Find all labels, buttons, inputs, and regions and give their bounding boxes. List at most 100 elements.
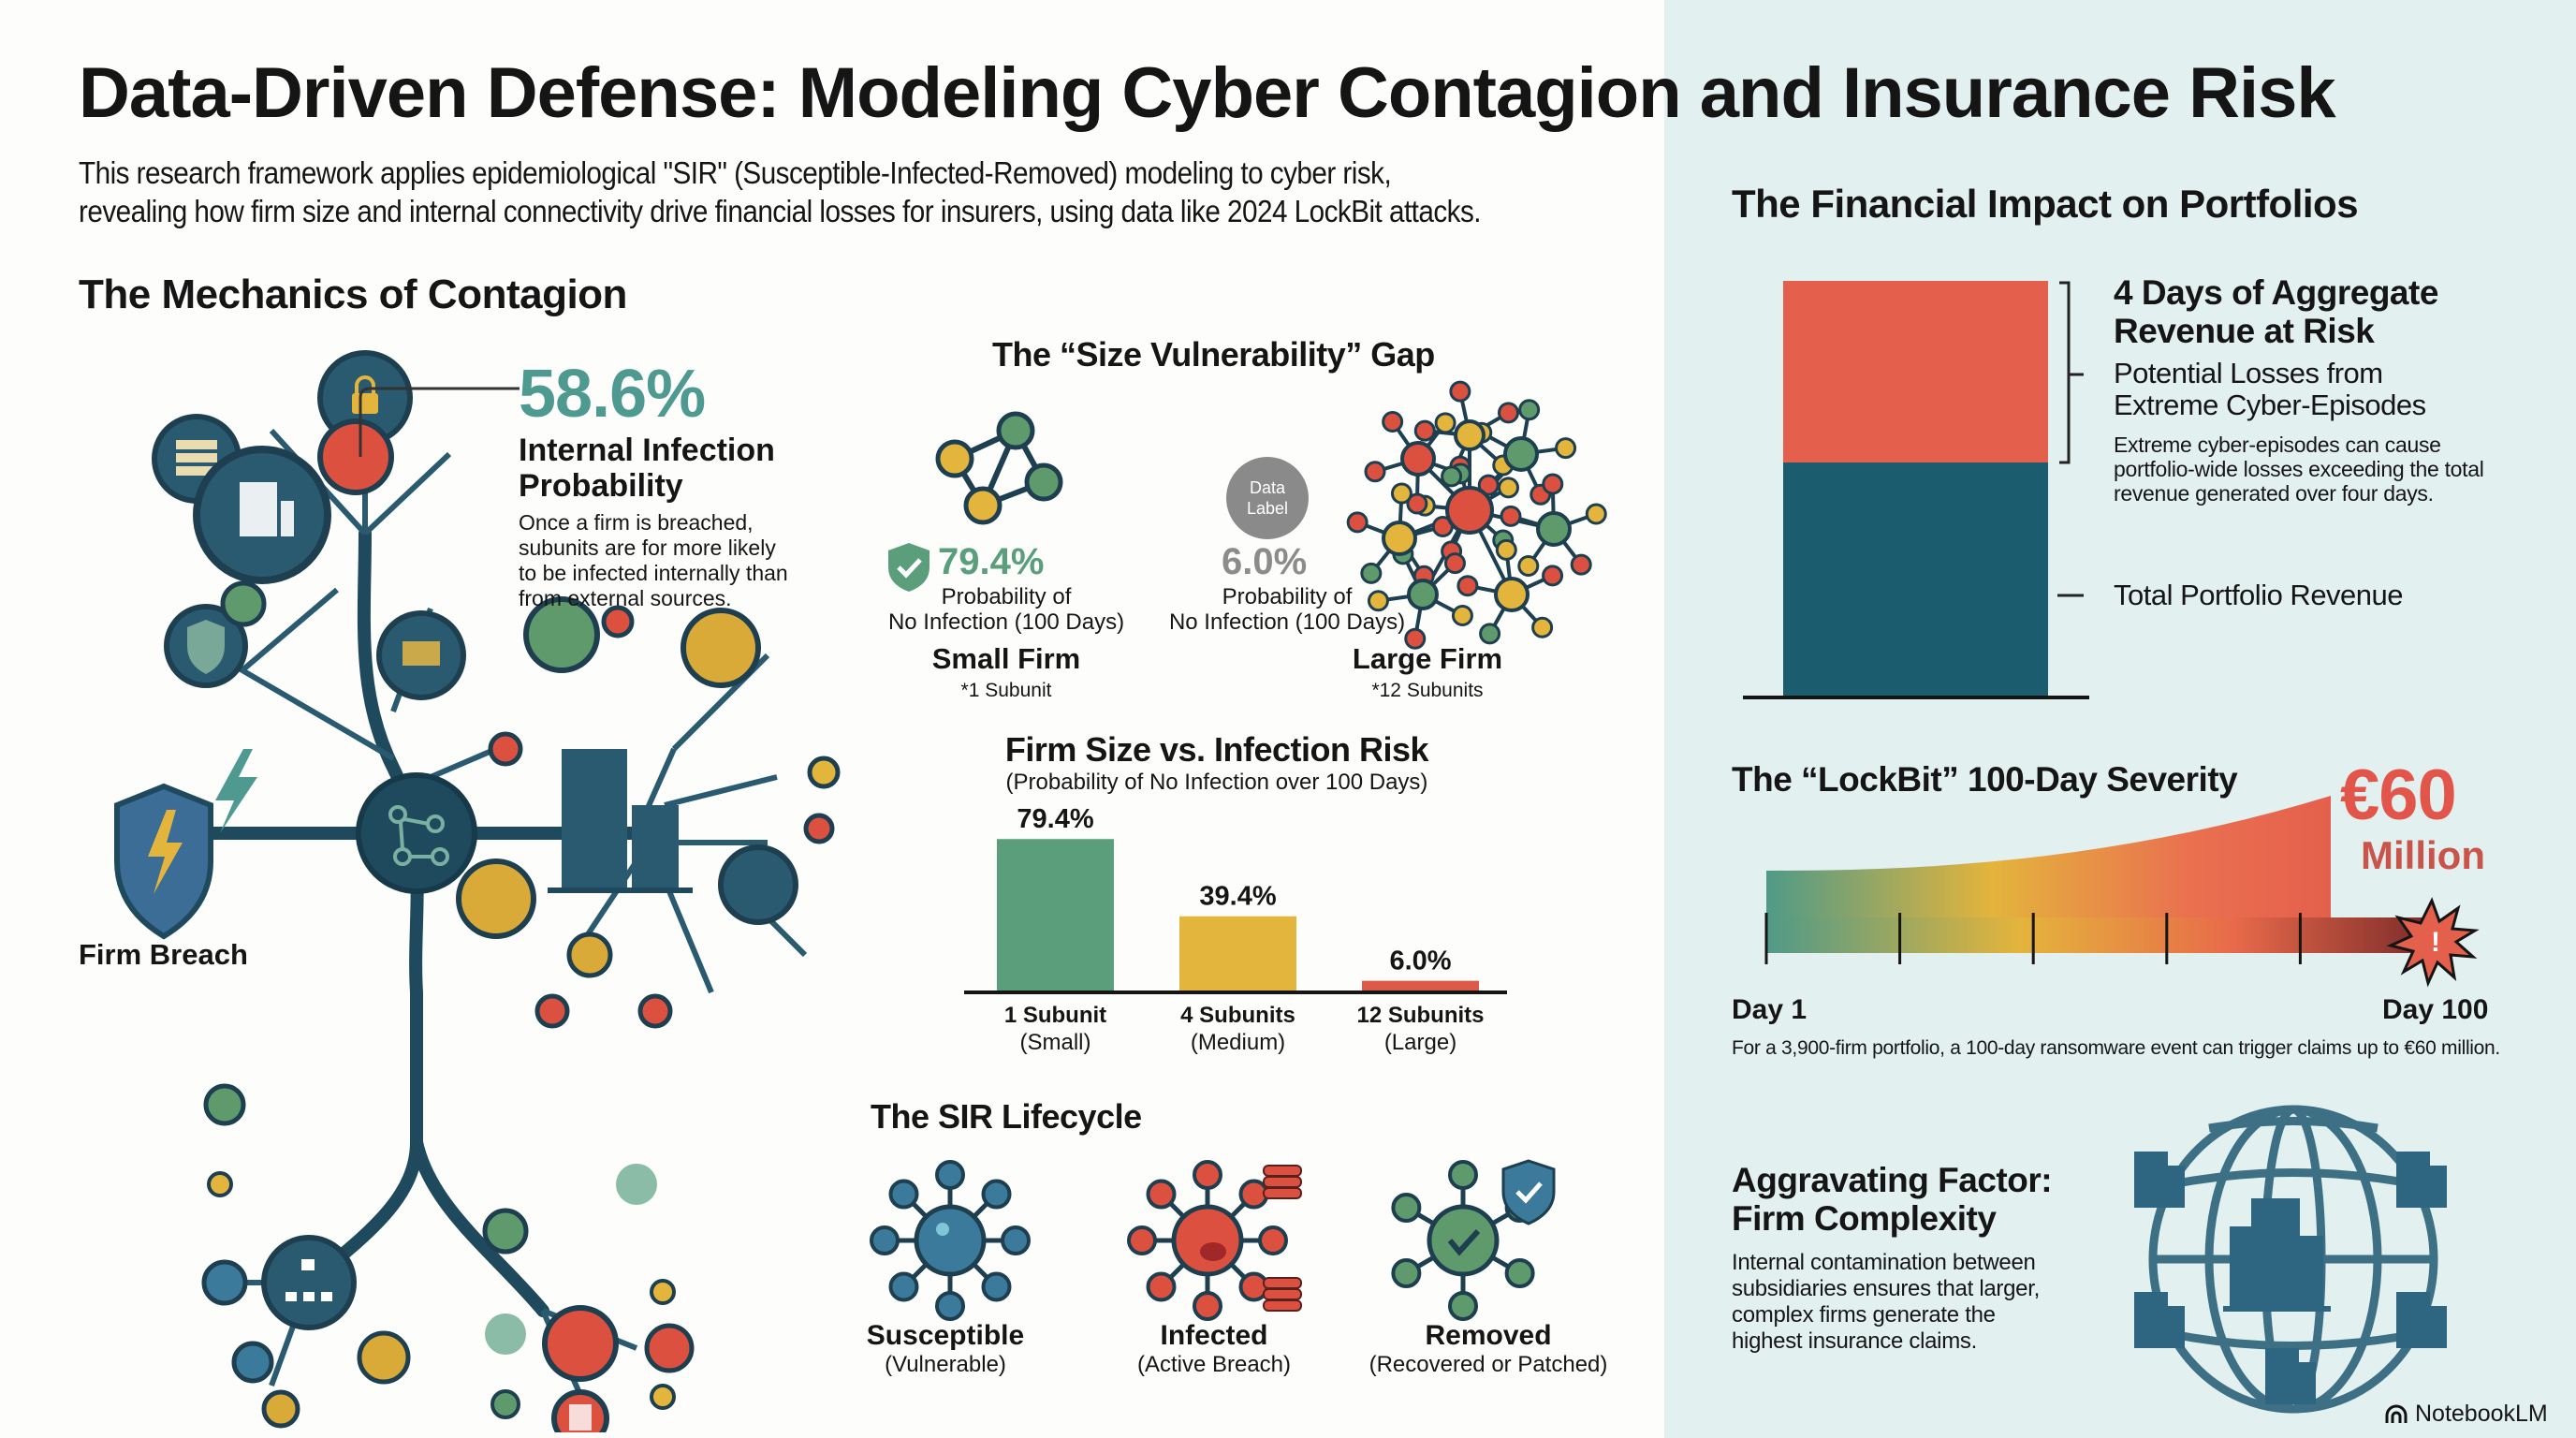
subsidiary-building-icon	[2396, 1292, 2430, 1348]
stat-label-line-2: Probability	[519, 468, 683, 504]
sir-icons	[870, 1159, 1556, 1321]
bar-category-sublabel: (Medium)	[1191, 1030, 1285, 1055]
shield-check-icon	[888, 543, 929, 592]
small-firm-stat: 79.4%	[938, 541, 1045, 582]
large-desc-line-1: Probability of	[1222, 584, 1353, 609]
network-hub	[1445, 486, 1494, 535]
network-node	[1406, 492, 1428, 515]
network-node	[1443, 552, 1466, 575]
notebooklm-branding: NotebookLM	[2385, 1401, 2548, 1428]
bar-category-label: 12 Subunits	[1356, 1003, 1484, 1028]
firm-building-icon	[562, 749, 627, 889]
network-node	[1518, 399, 1541, 421]
network-node	[1456, 575, 1479, 597]
network-hub	[1454, 419, 1486, 451]
complexity-desc-line: Internal contamination between	[1732, 1250, 2036, 1275]
sir-stage-name: Removed	[1425, 1320, 1552, 1351]
bar-category-sublabel: (Small)	[1020, 1030, 1091, 1055]
org-chart-icon	[285, 1259, 332, 1301]
sir-infected-icon	[1127, 1160, 1302, 1321]
network-hub	[1382, 521, 1417, 556]
bar-value-label: 39.4%	[1199, 882, 1276, 912]
financial-desc-line: revenue generated over four days.	[2114, 481, 2434, 506]
bar-category-label: 4 Subunits	[1180, 1003, 1295, 1028]
small-firm-network-icon	[935, 411, 1063, 525]
check-icon	[1447, 1228, 1481, 1256]
database-icon	[1263, 1277, 1302, 1289]
network-node	[1441, 465, 1463, 488]
network-node	[1542, 473, 1564, 495]
headquarters-building-icon	[2251, 1198, 2300, 1306]
lightning-icon	[215, 749, 257, 833]
page-title: Data-Driven Defense: Modeling Cyber Cont…	[79, 53, 2336, 133]
revenue-at-risk-segment	[1783, 281, 2048, 462]
tree-root-right	[410, 1136, 549, 1317]
network-node	[1404, 627, 1427, 650]
size-gap-heading: The “Size Vulnerability” Gap	[992, 335, 1435, 374]
sir-stage-desc: (Active Breach)	[1136, 1352, 1292, 1377]
financial-desc-line: Extreme cyber-episodes can cause	[2114, 433, 2441, 457]
large-firm-stat: 6.0%	[1222, 541, 1308, 582]
page-subtitle: This research framework applies epidemio…	[79, 154, 1511, 230]
bar-1	[997, 839, 1114, 992]
total-revenue-label: Total Portfolio Revenue	[2114, 579, 2404, 611]
network-hub-node	[356, 772, 477, 894]
bar-value-label: 79.4%	[1017, 804, 1093, 834]
network-hub	[1407, 579, 1439, 610]
network-node	[1500, 505, 1522, 527]
lightning-bolt-icon	[148, 810, 183, 894]
sir-heading: The SIR Lifecycle	[871, 1097, 1142, 1136]
losses-line-1: Potential Losses from	[2114, 357, 2383, 389]
infected-hub-node	[542, 1305, 619, 1382]
large-firm-network-icon	[1346, 380, 1607, 650]
complexity-heading: Aggravating Factor: Firm Complexity	[1732, 1161, 2053, 1238]
risk-bracket	[2057, 281, 2084, 597]
bar-2	[1179, 916, 1296, 992]
data-label-badge: Data Label	[1226, 457, 1309, 539]
stacked-bar-baseline	[1743, 696, 2089, 699]
total-revenue-segment	[1783, 462, 2048, 697]
sir-stage-name: Susceptible	[866, 1320, 1025, 1351]
database-icon	[1263, 1288, 1302, 1300]
gear-node	[718, 844, 798, 925]
contagion-tree-illustration	[114, 350, 841, 1432]
network-node	[1517, 555, 1540, 578]
complexity-heading-line-2: Firm Complexity	[1732, 1199, 1997, 1238]
sir-removed-icon	[1391, 1159, 1556, 1321]
network-hub	[1503, 436, 1539, 472]
stat-desc-line: Once a firm is breached,	[519, 510, 754, 535]
shield-check-icon	[1501, 1159, 1556, 1225]
people-node	[456, 858, 536, 939]
network-node	[1585, 503, 1607, 525]
shield-alert-icon	[187, 620, 225, 674]
financial-desc: Extreme cyber-episodes can cause portfol…	[2114, 433, 2484, 506]
lockbit-severity-chart: !	[1764, 796, 2480, 988]
subtitle-line-1: This research framework applies epidemio…	[79, 155, 1392, 190]
notebooklm-logo-icon	[2385, 1404, 2408, 1423]
subtitle-line-2: revealing how firm size and internal con…	[79, 194, 1482, 228]
green-building-node	[523, 596, 600, 673]
network-node	[1477, 474, 1500, 496]
network-node	[1497, 402, 1519, 424]
small-firm-name: Small Firm	[931, 642, 1081, 675]
bar-3	[1362, 980, 1479, 992]
day-start-label: Day 1	[1732, 994, 1808, 1025]
financial-heading: The Financial Impact on Portfolios	[1732, 182, 2359, 226]
bar-category-label: 1 Subunit	[1004, 1003, 1106, 1028]
small-desc-line-1: Probability of	[941, 584, 1072, 609]
internal-infection-label: Internal Infection Probability	[519, 433, 775, 504]
org-chart-node	[261, 1235, 357, 1330]
complexity-heading-line-1: Aggravating Factor:	[1732, 1161, 2053, 1199]
small-firm-note: *1 Subunit	[960, 680, 1052, 701]
global-firms-globe-icon	[2134, 1105, 2447, 1414]
large-firm-desc: Probability of No Infection (100 Days)	[1151, 584, 1423, 635]
lockbit-amount: €60	[2340, 756, 2457, 835]
small-firm-desc: Probability of No Infection (100 Days)	[871, 584, 1142, 635]
network-node	[1497, 477, 1519, 499]
subsidiary-building-icon	[2134, 1152, 2168, 1208]
subsidiary-building-icon	[2134, 1292, 2168, 1348]
large-firm-name: Large Firm	[1352, 642, 1503, 675]
subsidiary-building-icon	[2265, 1348, 2299, 1404]
database-icon	[1263, 1299, 1302, 1312]
lockbit-footnote: For a 3,900-firm portfolio, a 100-day ra…	[1732, 1037, 2500, 1059]
